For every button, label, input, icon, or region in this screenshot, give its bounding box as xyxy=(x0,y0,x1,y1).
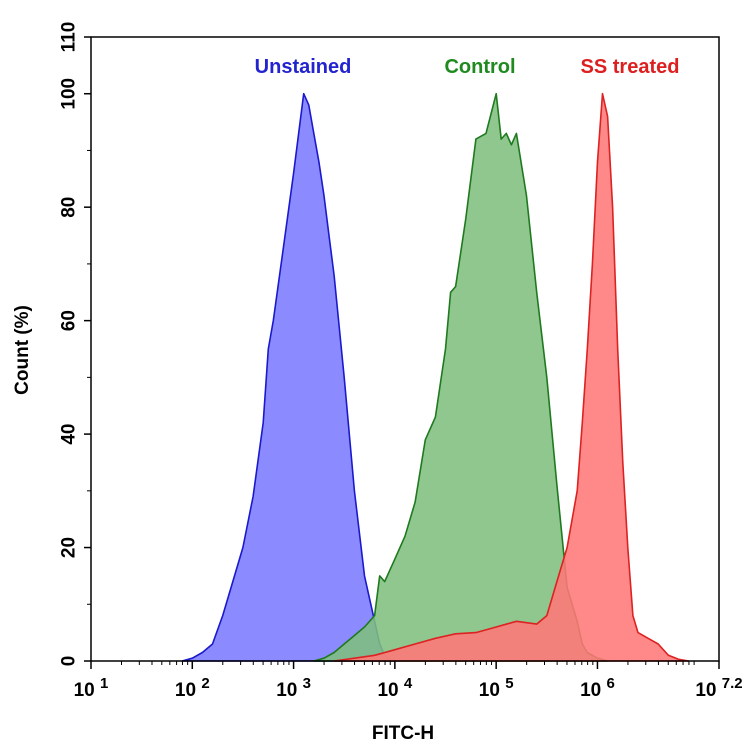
plot-frame xyxy=(90,36,720,662)
x-tick-label: 10 5 xyxy=(479,675,514,701)
annotation-unstained: Unstained xyxy=(255,56,352,78)
y-tick-label: 40 xyxy=(59,424,80,445)
x-tick-label: 10 3 xyxy=(276,675,311,701)
y-tick-label: 20 xyxy=(59,537,80,558)
annotation-control: Control xyxy=(444,56,515,78)
y-tick-label: 100 xyxy=(59,78,80,110)
y-tick-label: 110 xyxy=(59,22,80,53)
y-tick-label: 80 xyxy=(59,197,80,218)
x-axis-title: FITC-H xyxy=(372,723,434,744)
tick-layer: 0 20 40 60 80 100 110 10 1 10 2 10 3 10 4 10 5 10 6 1… xyxy=(59,22,743,701)
annotation-ss-treated: SS treated xyxy=(581,56,680,78)
y-tick-label: 60 xyxy=(59,310,80,331)
x-tick-label: 10 7.2 xyxy=(695,675,742,701)
y-axis-title: Count (%) xyxy=(12,305,33,395)
x-tick-label: 10 1 xyxy=(74,675,109,701)
series-area-ss-treated xyxy=(333,92,690,662)
series-area-unstained xyxy=(181,92,396,662)
series-layer xyxy=(181,92,690,662)
x-tick-label: 10 6 xyxy=(580,675,615,701)
x-tick-label: 10 2 xyxy=(175,675,210,701)
x-tick-label: 10 4 xyxy=(377,675,412,701)
y-tick-label: 0 xyxy=(59,656,80,667)
